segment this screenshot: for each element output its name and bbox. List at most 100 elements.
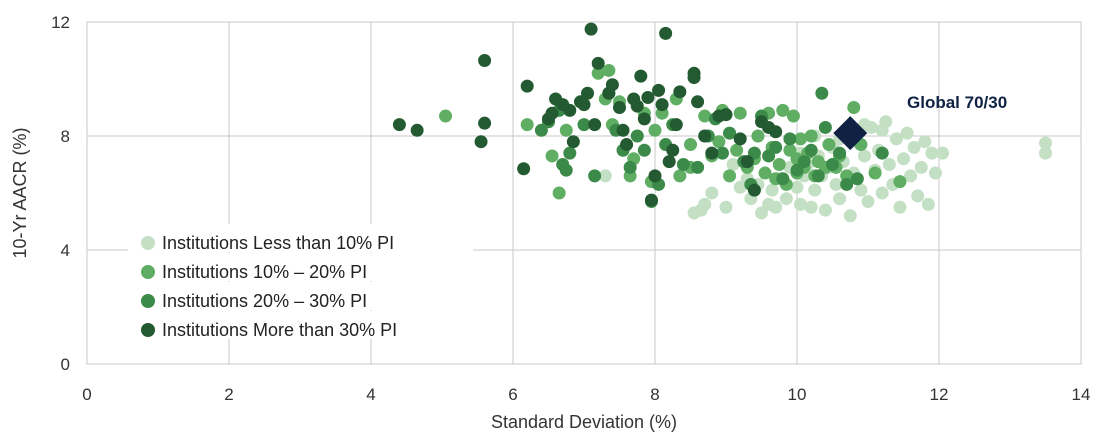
data-point [733,132,747,146]
data-point [684,138,697,152]
data-point [857,149,871,163]
data-point [588,118,602,132]
legend-label: Institutions More than 30% PI [162,320,397,340]
data-point [755,206,768,220]
data-point [602,63,616,77]
data-point [634,69,648,83]
annotation-group: Global 70/30 [833,93,1007,151]
data-point [474,135,488,149]
data-point [641,91,655,105]
data-point [900,126,914,140]
data-point [790,180,804,194]
data-point [758,166,772,180]
data-point [705,186,719,200]
data-point [882,158,896,171]
data-point [566,135,580,149]
data-point [478,53,492,67]
data-point [712,135,726,149]
legend-marker [141,294,155,308]
data-point [439,109,453,123]
data-point [730,143,744,157]
data-point [772,158,786,171]
data-point [687,71,701,85]
data-point [875,146,889,160]
data-point [808,183,822,197]
data-point [726,158,740,171]
data-point [776,103,790,117]
data-point [790,163,804,177]
data-point [517,162,531,176]
data-point [705,146,719,160]
data-point [545,106,559,120]
data-point [733,106,747,120]
data-point [804,200,818,214]
data-point [616,123,630,137]
data-point [655,98,669,112]
data-point [854,183,868,197]
data-point [769,125,783,139]
data-point [620,138,634,152]
data-point [776,172,790,186]
x-tick-labels: 0 2 4 6 8 10 12 14 [82,385,1090,404]
legend-label: Institutions Less than 10% PI [162,233,394,253]
data-point [893,175,907,189]
data-point [648,123,662,137]
data-point [559,163,573,177]
data-point [868,166,882,180]
legend-marker [141,265,155,279]
data-point [811,169,825,183]
data-point [914,160,928,174]
data-point [691,95,705,109]
data-point [652,83,666,97]
data-point [804,129,818,143]
data-point [563,103,577,117]
data-point [591,56,605,70]
data-point [563,146,577,160]
data-point [659,26,673,40]
data-point [577,98,591,112]
data-point [907,140,921,154]
data-point [783,143,797,157]
data-point [691,160,705,174]
data-point [588,169,602,183]
data-point [740,155,754,169]
data-point [936,146,950,160]
data-point [719,108,733,122]
data-point [897,152,910,166]
x-tick-label: 12 [930,385,949,404]
x-axis-title: Standard Deviation (%) [491,412,677,432]
x-tick-label: 6 [508,385,517,404]
data-point [762,149,776,163]
data-point [698,197,712,211]
data-point [545,149,559,163]
data-point [747,146,761,160]
data-point [779,192,793,206]
data-point [520,118,534,132]
data-point [911,189,925,203]
data-point [751,129,765,143]
data-point [818,203,832,217]
data-point [797,155,811,169]
y-axis-title: 10-Yr AACR (%) [10,127,30,258]
data-point [723,126,737,140]
data-point [747,183,761,197]
data-point [921,197,935,211]
data-points [392,22,1052,223]
data-point [478,116,492,130]
data-point [783,132,797,146]
data-point [584,22,598,36]
data-point [719,200,733,214]
data-point [765,183,779,197]
data-point [662,155,676,169]
data-point [676,158,690,171]
data-point [698,109,712,123]
x-tick-label: 14 [1072,385,1091,404]
data-point [861,195,875,209]
data-point [698,129,712,143]
x-tick-label: 0 [82,385,91,404]
data-point [1039,136,1052,150]
data-point [673,85,687,99]
data-point [1039,146,1052,160]
